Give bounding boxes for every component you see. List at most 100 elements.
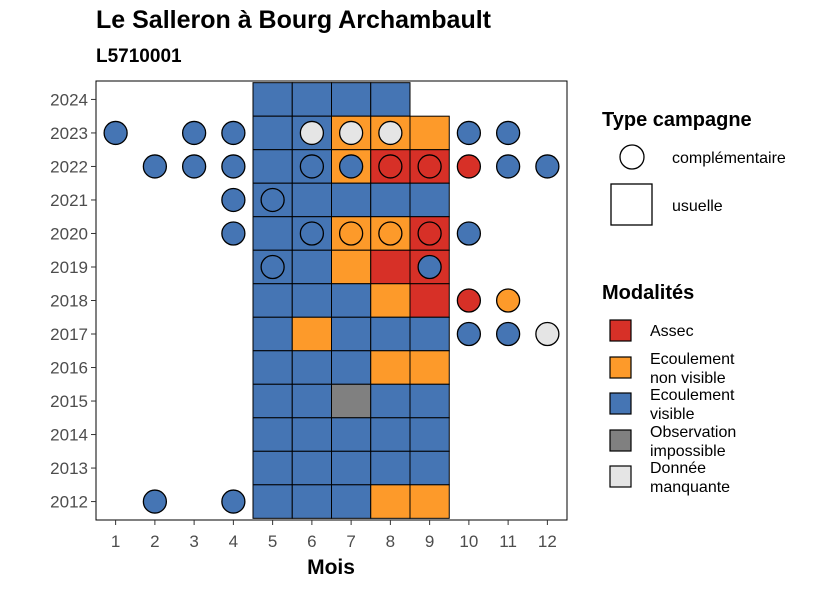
complementaire-point-2012-4: [221, 489, 246, 514]
usuelle-tile-2024-6: [291, 82, 332, 117]
usuelle-tile-2015-6: [291, 383, 332, 419]
y-tick-label: 2015: [50, 392, 88, 411]
usuelle-tile-2024-8: [370, 82, 411, 117]
usuelle-tile-2015-9: [409, 383, 450, 419]
legend-modalite-label: Observation: [650, 424, 736, 441]
usuelle-tile-2012-8: [370, 484, 411, 519]
legend-modalite-label: impossible: [650, 443, 726, 460]
legend-modalite-label: Ecoulement: [650, 387, 735, 404]
usuelle-tile-2021-8: [370, 182, 411, 218]
y-tick-label: 2020: [50, 224, 88, 243]
legend-modalite-key: [609, 392, 632, 415]
usuelle-tile-2015-8: [370, 383, 411, 419]
complementaire-point-2021-5: [260, 187, 285, 213]
usuelle-tile-2017-6: [291, 316, 332, 352]
complementaire-point-2017-12: [535, 321, 560, 347]
y-tick-label: 2023: [50, 124, 88, 143]
complementaire-point-2023-8: [378, 120, 403, 146]
legend-type-title: Type campagne: [602, 109, 752, 131]
x-tick-label: 2: [150, 532, 159, 551]
usuelle-tile-2021-6: [291, 182, 332, 218]
x-tick-label: 8: [386, 532, 395, 551]
complementaire-point-2022-4: [221, 154, 246, 179]
x-axis-title: Mois: [307, 556, 355, 579]
complementaire-point-2020-9: [417, 221, 442, 246]
y-tick-label: 2018: [50, 292, 88, 311]
legend-modalite-label: manquante: [650, 479, 730, 496]
usuelle-tile-2013-9: [409, 450, 450, 486]
usuelle-tile-2017-7: [331, 316, 372, 352]
complementaire-point-2022-2: [142, 154, 168, 179]
legend-modalites-title: Modalités: [602, 282, 694, 304]
axes: 1 2 3 4 5 6 7 8 9 10 11 122012201320142015201620172…: [50, 80, 568, 551]
y-tick-label: 2021: [50, 191, 88, 210]
legend: Type campagne complémentaire usuelle Modali…: [602, 109, 786, 496]
x-tick-label: 9: [425, 532, 434, 551]
complementaire-point-2020-10: [456, 221, 482, 246]
usuelle-tile-2013-7: [331, 450, 372, 486]
y-tick-label: 2012: [50, 493, 88, 512]
legend-modalite-label: Donnée: [650, 460, 706, 477]
usuelle-tile-2021-9: [409, 182, 450, 218]
legend-modalite-key: [609, 356, 632, 379]
usuelle-tile-2017-9: [409, 316, 450, 352]
usuelle-tile-2014-6: [291, 417, 332, 452]
usuelle-tile-2021-7: [331, 182, 372, 218]
complementaire-point-2023-11: [495, 120, 521, 146]
usuelle-tile-2015-5: [252, 383, 293, 419]
y-tick-label: 2013: [50, 459, 88, 478]
complementaire-point-2022-3: [181, 154, 207, 179]
complementaire-point-2021-4: [221, 187, 246, 213]
usuelle-tile-2013-5: [252, 450, 293, 486]
y-tick-label: 2019: [50, 258, 88, 277]
y-tick-label: 2016: [50, 359, 88, 378]
usuelle-tiles: [252, 82, 450, 519]
y-tick-label: 2017: [50, 325, 88, 344]
x-tick-label: 7: [346, 532, 355, 551]
usuelle-tile-2018-5: [252, 283, 293, 318]
legend-modalite-label: Ecoulement: [650, 351, 735, 368]
complementaire-point-2018-10: [456, 288, 482, 313]
complementaire-point-2023-6: [299, 120, 325, 146]
usuelle-tile-2019-7: [331, 249, 372, 285]
usuelle-tile-2017-8: [370, 316, 411, 352]
x-tick-label: 12: [538, 532, 557, 551]
complementaire-point-2023-4: [221, 120, 246, 146]
x-tick-label: 6: [307, 532, 316, 551]
usuelle-tile-2016-7: [331, 350, 372, 385]
y-tick-label: 2022: [50, 157, 88, 176]
legend-type-label: usuelle: [672, 198, 723, 215]
complementaire-point-2022-11: [495, 154, 521, 179]
complementaire-point-2018-11: [495, 288, 521, 313]
x-tick-label: 3: [189, 532, 198, 551]
legend-modalite-key: [609, 319, 632, 342]
usuelle-tile-2012-5: [252, 484, 293, 519]
complementaire-points: [103, 120, 560, 514]
usuelle-tile-2012-6: [291, 484, 332, 519]
chart-title: Le Salleron à Bourg Archambault: [96, 6, 491, 34]
complementaire-point-2019-9: [417, 254, 442, 280]
complementaire-point-2012-2: [142, 489, 168, 514]
complementaire-point-2023-1: [103, 120, 128, 146]
usuelle-tile-2015-7: [331, 383, 372, 419]
legend-modalite-label: Assec: [650, 323, 694, 340]
usuelle-tile-2023-5: [252, 115, 293, 151]
usuelle-tile-2024-5: [252, 82, 293, 117]
legend-circle-key: [619, 144, 645, 170]
usuelle-tile-2012-7: [331, 484, 372, 519]
legend-modalite-label: non visible: [650, 370, 726, 387]
usuelle-tile-2014-7: [331, 417, 372, 452]
y-tick-label: 2024: [50, 90, 88, 109]
complementaire-point-2019-5: [260, 254, 285, 280]
usuelle-tile-2014-9: [409, 417, 450, 452]
usuelle-tile-2019-6: [291, 249, 332, 285]
x-tick-label: 1: [111, 532, 120, 551]
usuelle-tile-2014-5: [252, 417, 293, 452]
complementaire-point-2022-10: [456, 154, 482, 179]
x-tick-label: 10: [459, 532, 478, 551]
complementaire-point-2022-8: [378, 154, 403, 179]
complementaire-point-2022-6: [299, 154, 325, 179]
usuelle-tile-2024-7: [331, 82, 372, 117]
complementaire-point-2023-3: [181, 120, 207, 146]
